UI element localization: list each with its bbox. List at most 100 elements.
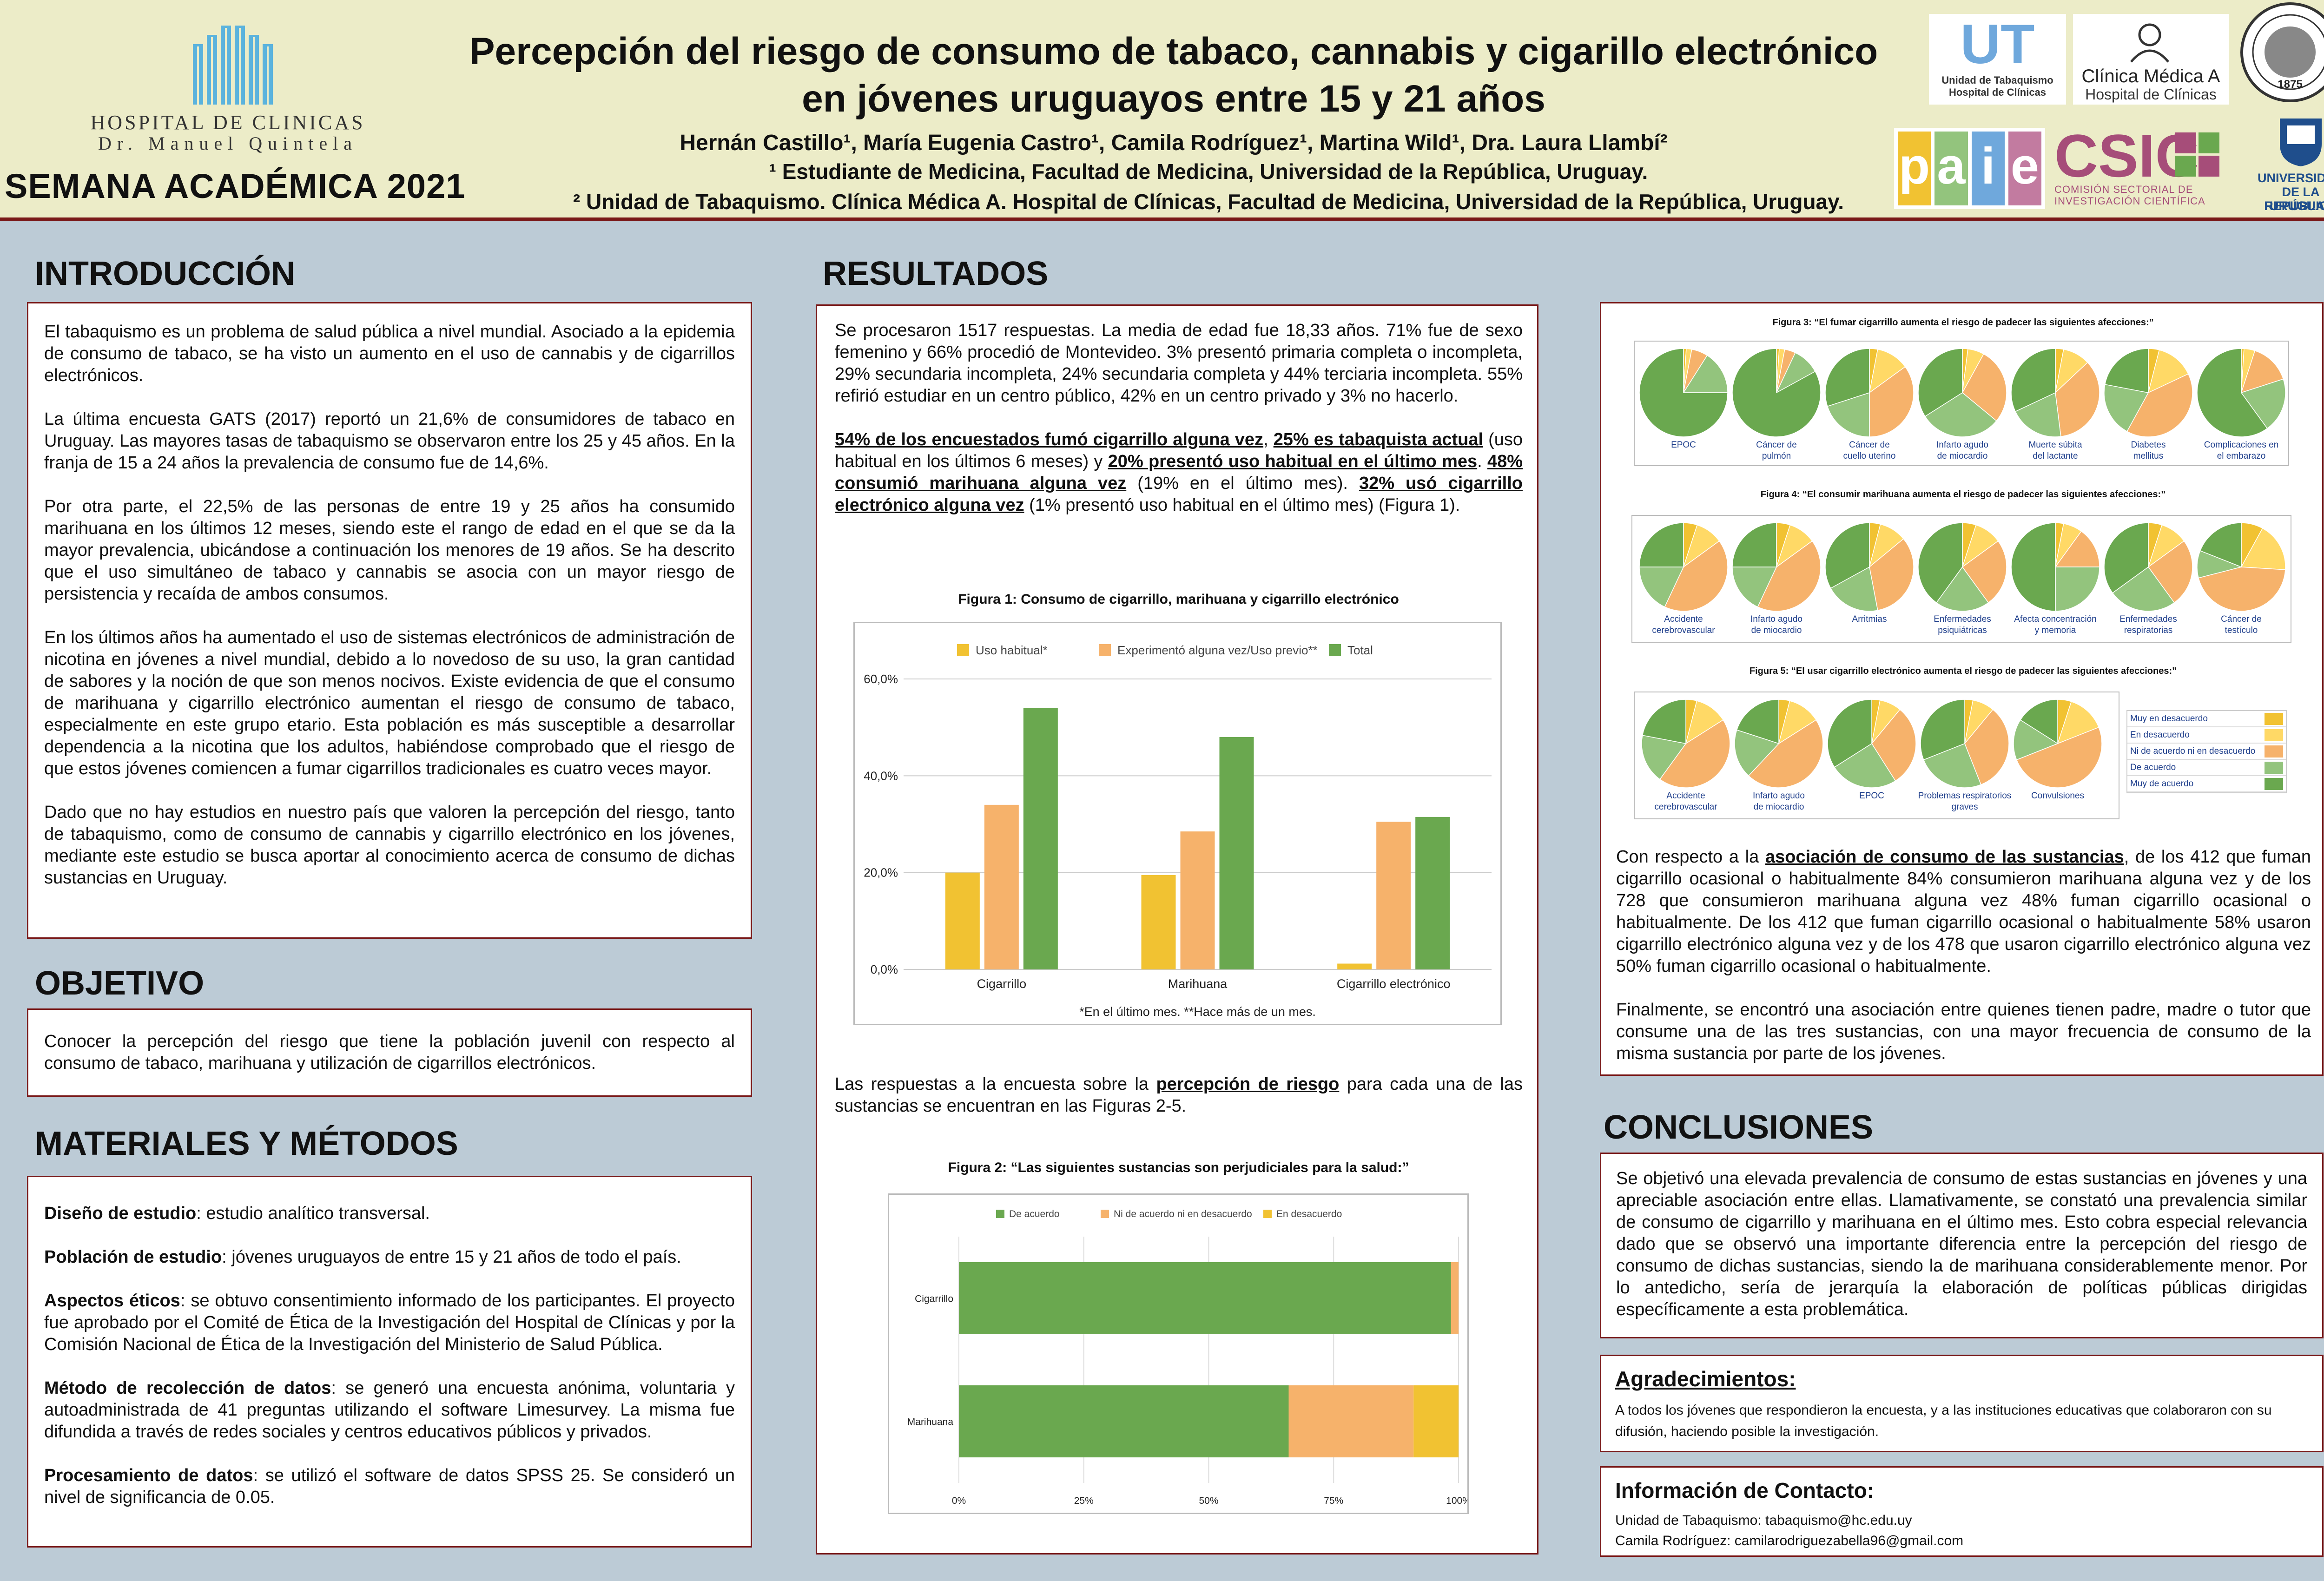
metodos-label-eticos: Aspectos éticos	[44, 1291, 180, 1311]
percepcion-riesgo-label: percepción de riesgo	[1156, 1074, 1340, 1094]
legend-swatch	[2265, 745, 2283, 758]
udelar-text3: URUGUAY	[2269, 199, 2324, 213]
pie-label: graves	[1951, 802, 1978, 812]
fig4-svg: Accidente cerebrovascular Infarto agudo de …	[1639, 522, 2286, 635]
pie-slice-de-acuerdo	[1830, 566, 1878, 612]
pie-slice-de-acuerdo	[1923, 743, 1981, 788]
bar-cigarrillo-electronico-experimento-alguna-vez-uso-previo	[1376, 822, 1411, 969]
x-tick-label: 25%	[1074, 1495, 1094, 1506]
pie-slice-de-acuerdo	[1639, 567, 1684, 607]
objetivo-title: OBJETIVO	[35, 965, 205, 1002]
x-tick-label: Cigarrillo electrónico	[1337, 977, 1451, 991]
pie-label: Accidente	[1664, 614, 1703, 624]
pie-diabetes-mellitus	[2104, 348, 2193, 437]
pie-slice-de-acuerdo	[2015, 392, 2061, 437]
pie-label: de miocardio	[1754, 802, 1804, 812]
pie-slice-de-acuerdo	[1734, 729, 1780, 777]
pie-label: Cáncer de	[2221, 614, 2262, 624]
pie-arritmias	[1825, 522, 1914, 612]
pie-slice-ni-de-acuerdo-ni-en-desacuerdo	[2198, 567, 2286, 612]
metodos-item-procesamiento: Procesamiento de datos: se utilizó el so…	[44, 1465, 735, 1509]
udelar-text1: UNIVERSIDAD	[2257, 171, 2324, 185]
pie-slice-muy-de-acuerdo	[1639, 522, 1684, 567]
pie-convulsiones	[2013, 699, 2102, 788]
pie-label: Afecta concentración	[2014, 614, 2096, 624]
pie-slice-en-desacuerdo	[1778, 700, 1817, 744]
pie-slice-ni-de-acuerdo-ni-en-desacuerdo	[1664, 540, 1728, 612]
legend-neutral: Ni de acuerdo ni en desacuerdo	[2127, 744, 2286, 760]
udelar-logo: UNIVERSIDAD DE LA REPÚBLICA URUGUAY	[2250, 116, 2324, 216]
legend-label-muy-desacuerdo: Muy en desacuerdo	[2130, 713, 2208, 724]
legend-label-en-desacuerdo: En desacuerdo	[1276, 1209, 1342, 1219]
csic-text: CSIC	[2054, 122, 2199, 190]
legend-swatch	[2265, 777, 2283, 790]
fig4-chart: Accidente cerebrovascular Infarto agudo de …	[1631, 515, 2291, 643]
pie-cancer-de-pulmon	[1732, 348, 1821, 437]
contacto-label-1: Unidad de Tabaquismo:	[1615, 1513, 1762, 1528]
bar-cigarrillo-electronico-uso-habitual	[1337, 963, 1372, 969]
pie-label: testículo	[2225, 626, 2258, 635]
metodos-label-poblacion: Población de estudio	[44, 1247, 222, 1267]
event-label: SEMANA ACADÉMICA 2021	[5, 167, 466, 205]
hospital-building-icon	[193, 26, 273, 105]
pie-label: pulmón	[1762, 451, 1791, 461]
pie-slice-ni-de-acuerdo-ni-en-desacuerdo	[2055, 362, 2100, 437]
y-tick-label: 60,0%	[864, 672, 898, 686]
authors: Hernán Castillo¹, María Eugenia Castro¹,…	[680, 131, 1668, 155]
pie-slice-muy-de-acuerdo	[1732, 348, 1821, 437]
pie-slice-de-acuerdo	[2240, 378, 2286, 429]
intro-paragraph-4: En los últimos años ha aumentado el uso …	[44, 628, 735, 778]
metodos-item-poblacion: Población de estudio: jóvenes uruguayos …	[44, 1246, 735, 1268]
resultados-p2-s10: (1% presentó uso habitual en el último m…	[1024, 495, 1460, 515]
fig1-footnote: *En el último mes. **Hace más de un mes.	[1079, 1005, 1316, 1019]
fig1-caption: Figura 1: Consumo de cigarrillo, marihua…	[958, 592, 1399, 607]
legend-muy-desacuerdo: Muy en desacuerdo	[2127, 711, 2286, 727]
intro-paragraph-3: Por otra parte, el 22,5% de las personas…	[44, 497, 735, 604]
pie-label: Infarto agudo	[1753, 791, 1805, 801]
x-tick-label: 100%	[1446, 1495, 1467, 1506]
resultados-p4-s1: Con respecto a la	[1616, 847, 1765, 867]
stat-tabaquista-actual: 25% es tabaquista actual	[1273, 430, 1484, 449]
fig5-caption: Figura 5: “El usar cigarrillo electrónic…	[1749, 666, 2177, 676]
metodos-text-eticos: : se obtuvo consentimiento informado de …	[44, 1291, 735, 1354]
pie-label: de miocardio	[1937, 451, 1988, 461]
pie-slice-ni-de-acuerdo-ni-en-desacuerdo	[1964, 709, 2009, 785]
pie-infarto-agudo-de-miocardio	[1732, 522, 1821, 612]
bar-cigarrillo-experimento-alguna-vez-uso-previo	[984, 804, 1019, 969]
pie-label: Enfermedades	[2119, 614, 2177, 624]
pie-slice-muy-de-acuerdo	[1732, 522, 1777, 567]
contacto-line-2: Camila Rodríguez: camilarodriguezabella9…	[1615, 1531, 2308, 1551]
resultados-box: Se procesaron 1517 respuestas. La media …	[816, 304, 1538, 1555]
intro-box: El tabaquismo es un problema de salud pú…	[27, 302, 752, 939]
clinica-medica-logo: Clínica Médica A Hospital de Clínicas	[2073, 14, 2229, 105]
agradecimientos-box: Agradecimientos: A todos los jóvenes que…	[1600, 1355, 2324, 1452]
resultados-text-top: Se procesaron 1517 respuestas. La media …	[835, 320, 1523, 516]
hospital-name: HOSPITAL DE CLINICAS	[90, 111, 365, 134]
pie-slice-ni-de-acuerdo-ni-en-desacuerdo	[1871, 709, 1916, 782]
email-tabaquismo[interactable]: tabaquismo@hc.edu.uy	[1765, 1513, 1912, 1528]
legend-swatch-ni-de-acuerdo-ni-en-desacuerdo	[1101, 1210, 1109, 1218]
agradecimientos-title: Agradecimientos:	[1615, 1367, 1796, 1391]
email-camila[interactable]: camilarodriguezabella96@gmail.com	[1734, 1533, 1964, 1548]
bar-cigarrillo-de-acuerdo	[959, 1262, 1451, 1334]
asociacion-label: asociación de consumo de las sustancias	[1765, 847, 2124, 867]
affiliation-1: ¹ Estudiante de Medicina, Facultad de Me…	[769, 159, 1648, 184]
pie-slice-ni-de-acuerdo-ni-en-desacuerdo	[2054, 531, 2100, 567]
pie-slice-ni-de-acuerdo-ni-en-desacuerdo	[1748, 719, 1823, 788]
pie-label: mellitus	[2133, 451, 2163, 461]
metodos-text-recoleccion: : se generó una encuesta anónima, volunt…	[44, 1378, 735, 1442]
pie-label: cerebrovascular	[1654, 802, 1717, 812]
doctor-icon	[2130, 23, 2169, 63]
resultados-paragraph-1: Se procesaron 1517 respuestas. La media …	[835, 321, 1523, 406]
udelar-text2: DE LA REPÚBLICA	[2264, 185, 2324, 213]
pie-slice-en-desacuerdo	[2147, 349, 2189, 394]
pie-slice-ni-de-acuerdo-ni-en-desacuerdo	[1962, 353, 2007, 422]
resultados-p2-s2: ,	[1263, 430, 1274, 449]
resultados-p4-s3: , de los 412 que fuman cigarrillo ocasio…	[1616, 847, 2311, 976]
pie-slice-de-acuerdo	[1827, 392, 1870, 437]
x-tick-label: 50%	[1199, 1495, 1218, 1506]
facultad-seal: 1875	[2240, 2, 2324, 102]
legend-label-experimento-alguna-vez-uso-previo: Experimentó alguna vez/Uso previo**	[1117, 643, 1318, 657]
